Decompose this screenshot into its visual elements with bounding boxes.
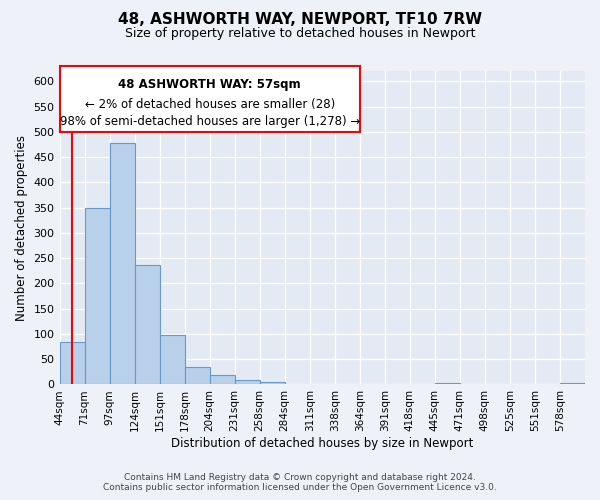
Bar: [85, 208, 110, 384]
Text: 48 ASHWORTH WAY: 57sqm: 48 ASHWORTH WAY: 57sqm: [118, 78, 301, 91]
Bar: [110, 143, 134, 384]
Text: 48, ASHWORTH WAY, NEWPORT, TF10 7RW: 48, ASHWORTH WAY, NEWPORT, TF10 7RW: [118, 12, 482, 28]
X-axis label: Distribution of detached houses by size in Newport: Distribution of detached houses by size …: [171, 437, 473, 450]
Text: ← 2% of detached houses are smaller (28): ← 2% of detached houses are smaller (28): [85, 98, 335, 111]
Text: 98% of semi-detached houses are larger (1,278) →: 98% of semi-detached houses are larger (…: [59, 116, 360, 128]
Bar: [209, 376, 235, 384]
Bar: [160, 336, 185, 384]
Bar: [260, 382, 285, 384]
Bar: [59, 342, 85, 384]
FancyBboxPatch shape: [59, 66, 360, 132]
Bar: [134, 265, 160, 384]
Text: Contains HM Land Registry data © Crown copyright and database right 2024.
Contai: Contains HM Land Registry data © Crown c…: [103, 473, 497, 492]
Text: Size of property relative to detached houses in Newport: Size of property relative to detached ho…: [125, 28, 475, 40]
Bar: [235, 380, 260, 384]
Y-axis label: Number of detached properties: Number of detached properties: [15, 135, 28, 321]
Bar: [185, 367, 209, 384]
